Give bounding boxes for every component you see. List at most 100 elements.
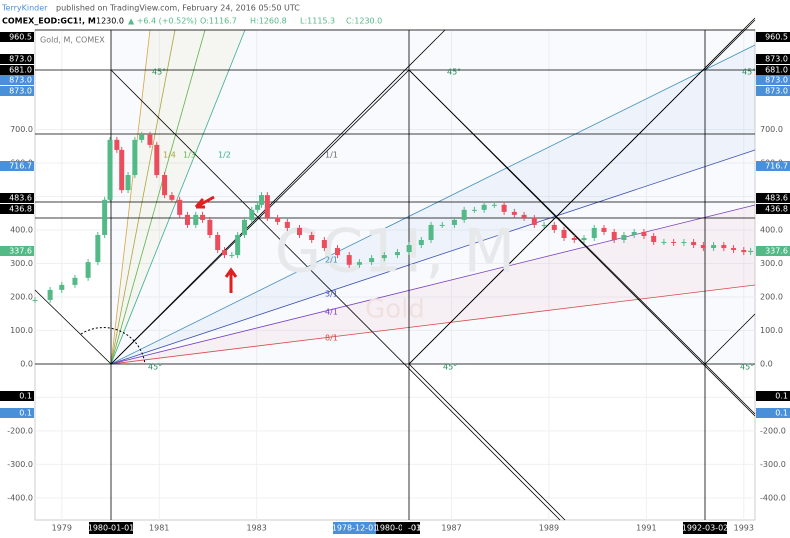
candle (249, 209, 255, 220)
price-label-bg (0, 32, 34, 42)
date-label-bg (89, 522, 133, 534)
published: published on TradingView.com, February 2… (56, 4, 300, 13)
gann-line (704, 19, 756, 71)
gann-line (110, 69, 561, 521)
angle-label: 45° (742, 68, 756, 77)
y-tick-label: -200.0 (7, 426, 33, 435)
fan-label: 4/1 (325, 308, 338, 317)
x-tick-label: 1989 (539, 524, 559, 533)
price-label: 681.0 (9, 66, 32, 75)
price-label-bg (756, 391, 790, 401)
gann-line (110, 29, 176, 365)
fan-label: 1/3 (183, 151, 196, 160)
price-label: 436.8 (9, 205, 32, 214)
price-label-bg (756, 86, 790, 96)
candle (541, 224, 547, 226)
candle (284, 221, 290, 228)
candle (200, 214, 206, 220)
candle (418, 240, 424, 246)
candle (177, 199, 183, 215)
last: 1230.0 (96, 17, 124, 26)
candle (221, 250, 227, 256)
price-label-bg (756, 408, 790, 418)
price-label-bg (0, 75, 34, 85)
price-label: 337.6 (9, 247, 32, 256)
author[interactable]: TerryKinder (1, 4, 48, 13)
y-tick-label: 700.0 (10, 125, 33, 134)
candle (193, 214, 199, 225)
gann-line (110, 29, 151, 365)
arrow (224, 267, 238, 293)
arrow (194, 195, 215, 209)
gann-line (110, 29, 246, 365)
price-label: 873.0 (765, 76, 788, 85)
candle (59, 284, 65, 290)
candle (428, 224, 434, 240)
fan-label: 3/1 (325, 290, 338, 299)
candle (85, 262, 91, 278)
gann-line (110, 204, 756, 365)
price-label-bg (756, 246, 790, 256)
angle-label: 45° (447, 68, 461, 77)
x-tick-label: 1981 (149, 524, 169, 533)
y-tick-label: 400.0 (10, 225, 33, 234)
open: O:1116.7 (200, 17, 237, 26)
gann-line (704, 363, 756, 415)
candle (601, 227, 607, 232)
candle (651, 235, 657, 243)
candle (229, 255, 235, 257)
candle (335, 248, 341, 256)
y-tick-label: 200.0 (10, 292, 33, 301)
candle (700, 245, 706, 249)
candle (561, 229, 567, 238)
price-label-bg (756, 204, 790, 214)
gann-line (110, 149, 756, 365)
low: L:1115.3 (300, 17, 335, 26)
gann-line (110, 29, 206, 365)
price-label: 873.0 (9, 55, 32, 64)
price-label-bg (0, 246, 34, 256)
watermark: GC1!, M (275, 217, 516, 287)
candle (451, 219, 457, 225)
gann-line (110, 29, 446, 365)
background-layer (34, 17, 756, 521)
candle (132, 139, 138, 176)
candle (114, 139, 120, 150)
candle (631, 231, 637, 235)
candle (439, 224, 445, 226)
candle (501, 204, 507, 212)
gann-line (110, 69, 410, 365)
candle (369, 258, 375, 263)
angle-label: 45° (740, 363, 754, 372)
candle (259, 195, 265, 205)
gann-line (408, 69, 706, 365)
price-label: 0.1 (19, 409, 32, 418)
candle (102, 199, 108, 235)
gann-line (110, 284, 756, 365)
fan-label: 1/4 (163, 151, 176, 160)
date-label: 1978-12-01 (332, 524, 379, 533)
candle (47, 289, 53, 300)
price-label: 436.8 (765, 205, 788, 214)
y-tick-label: 0.0 (760, 359, 773, 368)
y-tick-label: 0.0 (20, 359, 33, 368)
change: ▲ +6.4 (+0.52%) (128, 17, 197, 26)
candle (591, 227, 597, 238)
candle (521, 214, 527, 218)
price-label: 873.0 (765, 87, 788, 96)
price-label: 716.7 (9, 162, 32, 171)
gann-line (408, 17, 756, 365)
price-label-bg (756, 54, 790, 64)
candle (381, 255, 387, 259)
symbol: COMEX_EOD:GC1!, M (2, 17, 96, 26)
y-tick-label: -400.0 (7, 493, 33, 502)
candle (671, 242, 677, 244)
y-tick-label: 700.0 (760, 125, 783, 134)
candle (297, 227, 303, 235)
price-label-bg (0, 161, 34, 171)
price-label-bg (756, 32, 790, 42)
gann-line (110, 44, 756, 365)
